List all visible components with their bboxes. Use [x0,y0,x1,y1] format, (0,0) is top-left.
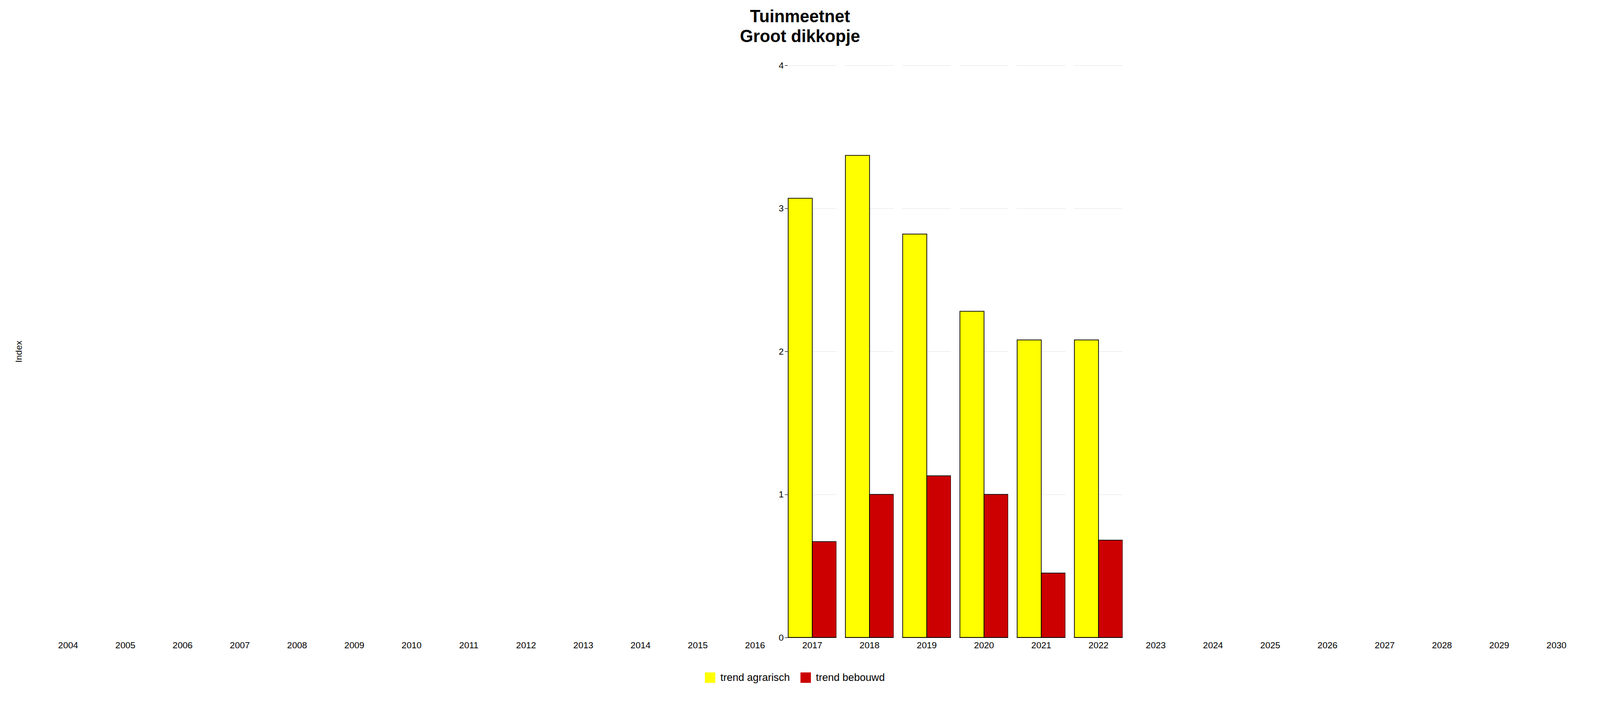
svg-text:2012: 2012 [516,640,537,651]
svg-text:2023: 2023 [1145,640,1166,651]
svg-text:3: 3 [778,203,784,214]
html-text:Tuinmeetnet: Tuinmeetnet [749,6,851,27]
html-text:Groot dikkopje: Groot dikkopje [739,26,861,46]
svg-text:2024: 2024 [1203,640,1224,651]
svg-text:4: 4 [778,60,784,71]
svg-text:2013: 2013 [573,640,594,651]
svg-text:2005: 2005 [115,640,136,651]
svg-text:2030: 2030 [1546,640,1567,651]
svg-text:2016: 2016 [745,640,765,651]
svg-text:2004: 2004 [58,640,79,651]
html-text:trend bebouwd: trend bebouwd [815,671,885,684]
svg-text:2007: 2007 [229,640,250,651]
svg-text:2018: 2018 [859,640,880,651]
svg-text:2025: 2025 [1260,640,1281,651]
svg-text:2011: 2011 [459,640,479,651]
svg-text:2021: 2021 [1031,640,1052,651]
svg-text:2009: 2009 [344,640,365,651]
svg-text:2019: 2019 [916,640,937,651]
svg-text:2022: 2022 [1088,640,1109,651]
svg-text:2027: 2027 [1374,640,1395,651]
svg-text:Index: Index [13,340,24,363]
svg-text:1: 1 [778,489,784,500]
svg-text:2029: 2029 [1489,640,1510,651]
svg-text:2028: 2028 [1432,640,1452,651]
svg-text:2008: 2008 [287,640,308,651]
svg-text:2020: 2020 [974,640,994,651]
svg-text:2026: 2026 [1317,640,1338,651]
svg-text:2: 2 [778,346,784,357]
svg-text:2017: 2017 [802,640,823,651]
svg-text:2010: 2010 [401,640,422,651]
svg-text:2006: 2006 [172,640,193,651]
svg-text:0: 0 [778,632,784,643]
html-text:trend agrarisch: trend agrarisch [720,671,790,684]
svg-text:2015: 2015 [687,640,708,651]
svg-text:2014: 2014 [630,640,651,651]
